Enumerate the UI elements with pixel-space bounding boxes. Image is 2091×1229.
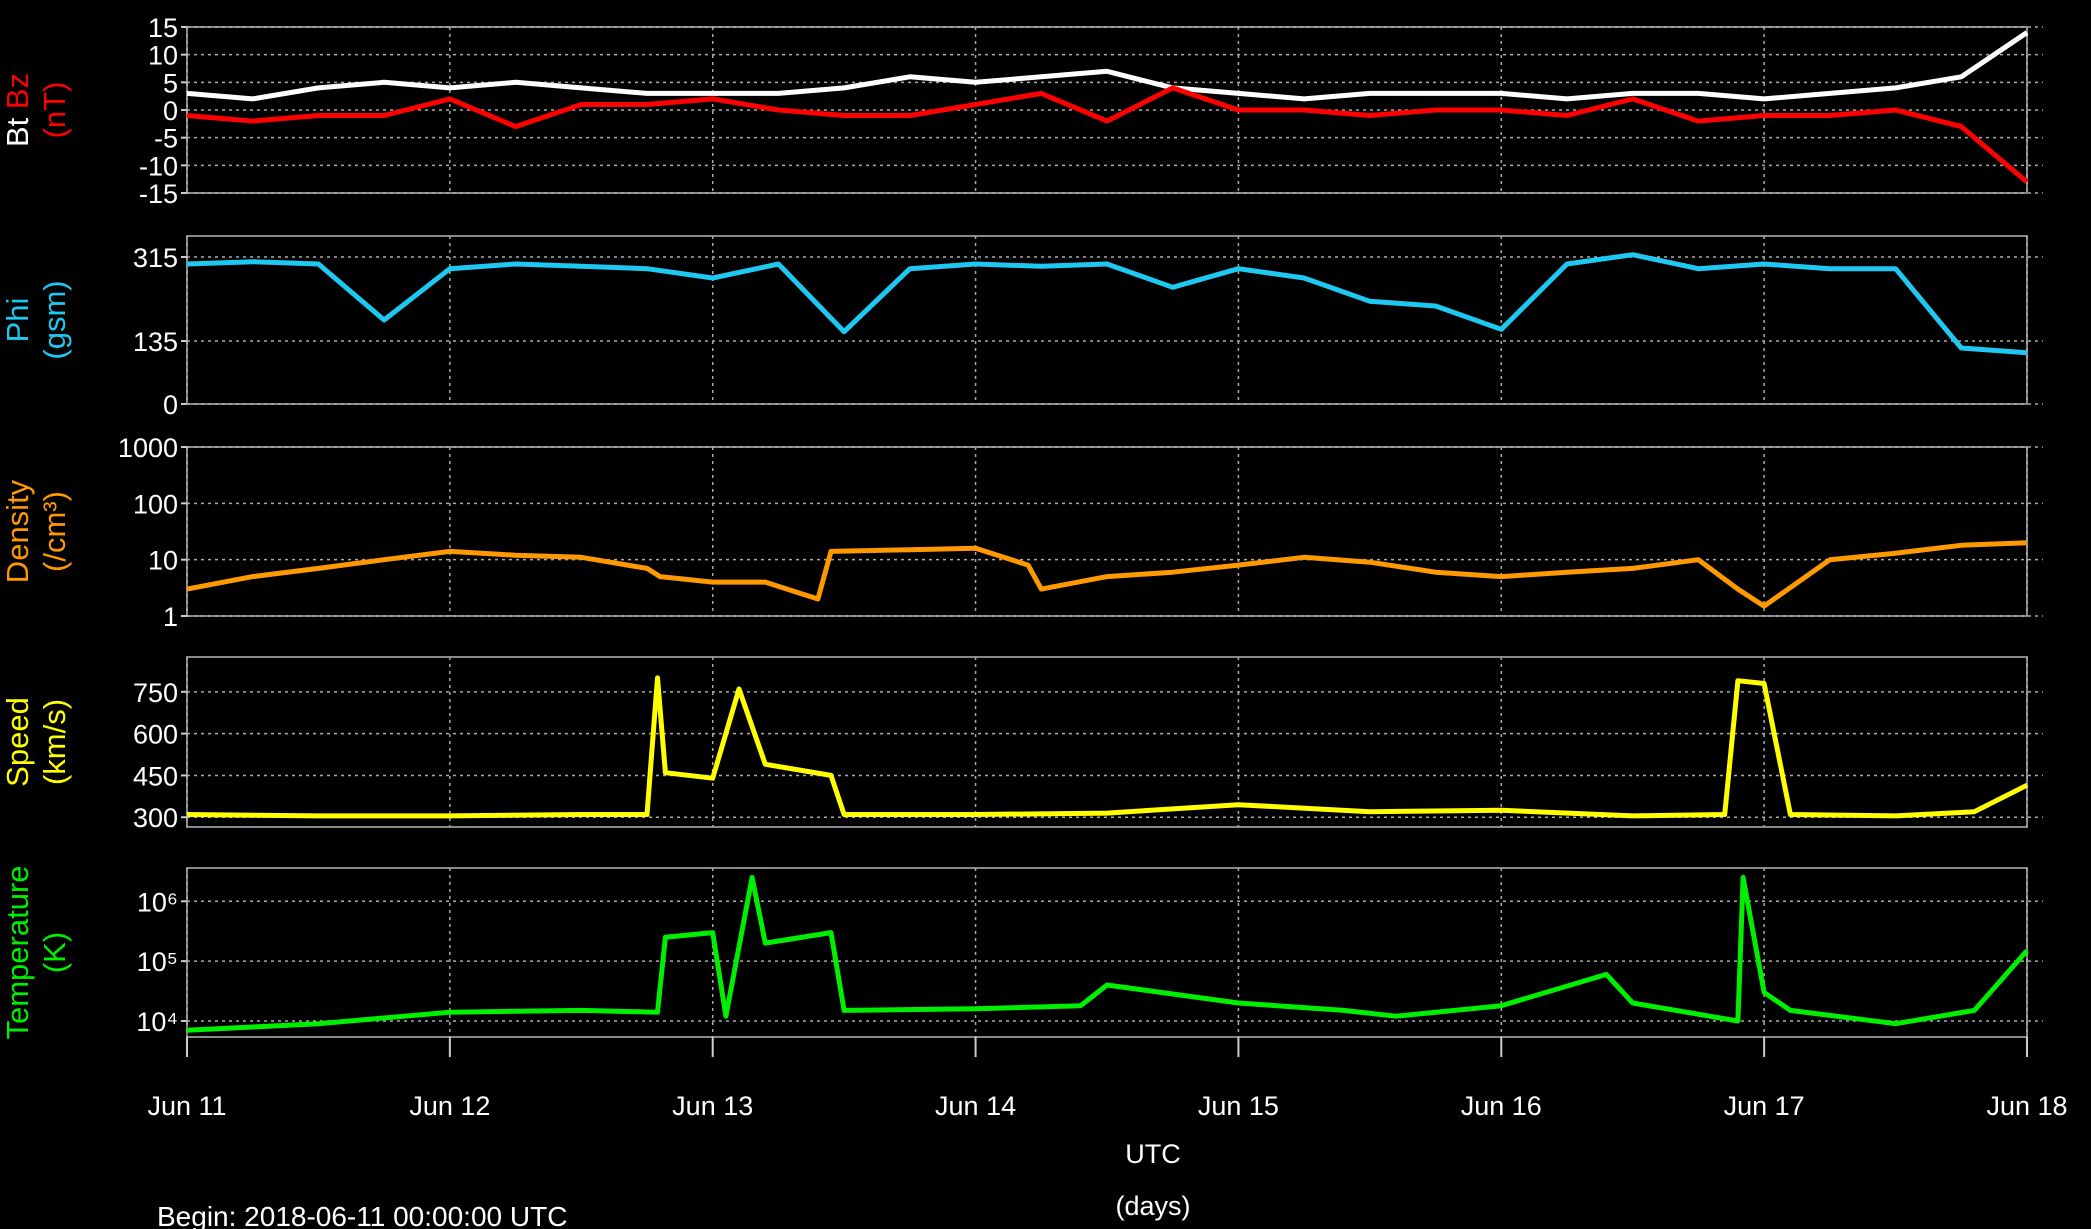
y-tick-label: -5 [154,124,178,154]
y-axis-label-part: (nT) [37,82,72,139]
x-tick-label: Jun 14 [935,1091,1016,1121]
x-tick-label: Jun 12 [409,1091,490,1121]
y-tick-label: 135 [133,327,178,357]
y-tick-label: 0 [163,96,178,126]
y-tick-label: 1000 [118,433,178,463]
series-line [186,30,2029,102]
y-axis-label-part: Speed [0,697,35,787]
y-axis-label: Speed [0,697,35,787]
y-axis-label: Bt Bz [0,73,35,147]
x-axis-label: UTC [1125,1139,1181,1169]
y-axis-label: (km/s) [37,699,72,785]
footer: Begin: 2018-06-11 00:00:00 UTC [157,1201,567,1229]
series-line [186,540,2028,609]
y-tick-label: 10⁴ [136,1007,178,1037]
y-axis-label-part: (km/s) [37,699,72,785]
series-line [186,85,2029,184]
y-axis-label-part: Phi [0,298,35,343]
y-tick-label: 10 [148,41,178,71]
y-tick-label: 100 [133,489,178,519]
y-tick-label: -15 [139,179,178,209]
y-axis-label-part: Density [0,479,35,583]
series-line [186,252,2028,356]
x-tick-label: Jun 15 [1198,1091,1279,1121]
y-tick-label: 0 [163,390,178,420]
y-axis-label-part: Bz [0,73,35,109]
y-axis-label: (nT) [37,82,72,139]
y-axis-label-part: Temperature [0,865,35,1039]
y-tick-label: -10 [139,151,178,181]
y-tick-label: 5 [163,68,178,98]
series-line [186,875,2029,1033]
x-tick-label: Jun 13 [672,1091,753,1121]
x-axis-label: (days) [1115,1191,1190,1221]
x-tick-label: Jun 16 [1461,1091,1542,1121]
x-tick-label: Jun 18 [1986,1091,2067,1121]
y-tick-label: 1 [163,602,178,632]
y-axis-label-part: (/cm³) [37,491,72,572]
y-axis-label: (/cm³) [37,491,72,572]
y-axis-label: Temperature [0,865,35,1039]
y-tick-label: 300 [133,803,178,833]
y-tick-label: 315 [133,243,178,273]
y-tick-label: 750 [133,678,178,708]
y-tick-label: 10⁶ [137,887,178,917]
y-axis-label-part: (gsm) [37,280,72,359]
y-axis-label-part: Bt [0,117,35,147]
y-axis-label: (K) [37,932,72,973]
y-tick-label: 450 [133,761,178,791]
y-tick-label: 15 [148,13,178,43]
y-tick-label: 10 [148,546,178,576]
y-tick-label: 600 [133,720,178,750]
y-axis-label: Phi [0,298,35,343]
x-tick-label: Jun 17 [1724,1091,1805,1121]
y-tick-label: 10⁵ [137,947,178,977]
x-tick-label: Jun 11 [147,1091,226,1121]
y-axis-label: (gsm) [37,280,72,359]
y-axis-label-part: (K) [37,932,72,973]
series-line [186,675,2029,819]
y-axis-label: Density [0,479,35,583]
